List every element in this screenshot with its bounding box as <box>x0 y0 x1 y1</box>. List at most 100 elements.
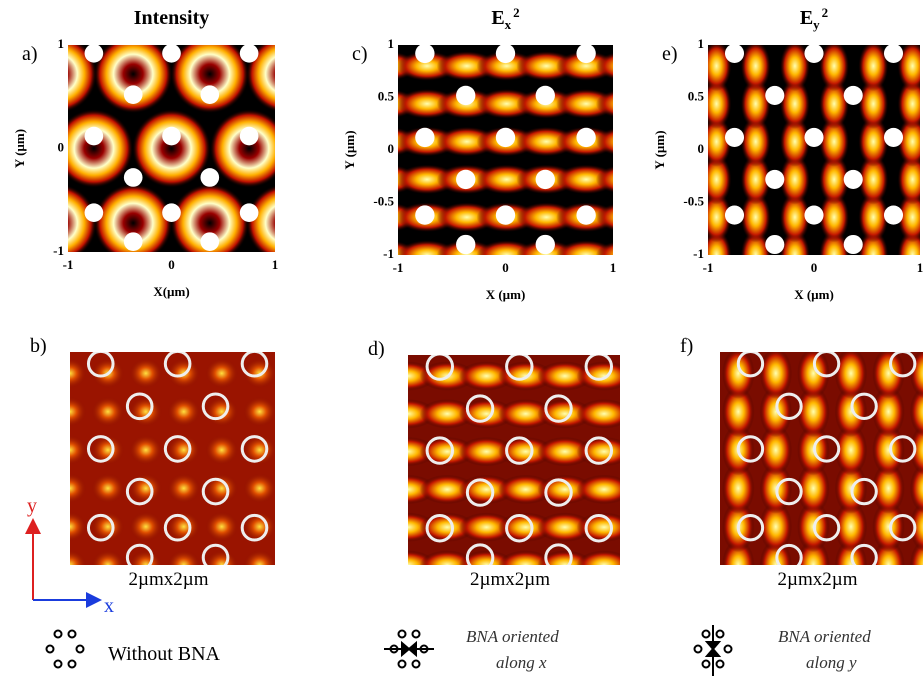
blob <box>92 550 125 580</box>
x-tick-label: 0 <box>502 260 509 275</box>
blob <box>92 473 125 503</box>
hole <box>765 170 784 189</box>
blob <box>205 473 238 503</box>
ring <box>246 184 325 263</box>
hole <box>884 128 903 147</box>
title-sup: 2 <box>822 5 829 20</box>
hole <box>804 206 823 225</box>
y-tick-label: 0.5 <box>378 88 395 103</box>
hole <box>162 44 181 63</box>
hole <box>536 235 555 254</box>
blob <box>596 51 656 80</box>
x-tick-label: 1 <box>610 260 617 275</box>
blob <box>129 397 162 427</box>
hole <box>725 44 744 63</box>
hole <box>844 235 863 254</box>
hole <box>725 128 744 147</box>
hole <box>496 44 515 63</box>
blob <box>596 127 656 156</box>
x-axis-label: X (µm) <box>486 287 526 302</box>
blob <box>741 41 771 91</box>
panel-label: e) <box>662 43 678 65</box>
hole <box>804 44 823 63</box>
y-tick-label: -1 <box>383 246 394 261</box>
blob <box>205 435 238 465</box>
hole <box>200 85 219 104</box>
hole <box>496 128 515 147</box>
hole <box>496 205 515 224</box>
legend-text: BNA oriented <box>466 627 559 646</box>
title-sup: 2 <box>513 5 520 20</box>
hole <box>725 206 744 225</box>
hole <box>456 86 475 105</box>
y-tick-label: 1 <box>388 36 395 51</box>
y-tick-label: 0 <box>58 139 65 154</box>
panel-label: c) <box>352 43 368 65</box>
ring <box>210 109 289 188</box>
hole <box>536 86 555 105</box>
hole <box>844 86 863 105</box>
heatmap <box>702 41 923 280</box>
legend-text: along x <box>496 653 547 672</box>
y-tick-label: 0.5 <box>688 88 705 103</box>
panel-label: a) <box>22 43 38 65</box>
blob <box>54 512 87 542</box>
hole <box>124 85 143 104</box>
ring <box>132 109 211 188</box>
hole <box>456 235 475 254</box>
blob <box>129 473 162 503</box>
hole <box>536 170 555 189</box>
blob <box>167 397 200 427</box>
heatmap <box>357 44 656 270</box>
title-base: E <box>491 7 504 29</box>
x-tick-label: 1 <box>917 260 923 275</box>
title-sub: y <box>813 17 820 32</box>
hole <box>85 127 104 146</box>
hole <box>124 168 143 187</box>
hole <box>124 232 143 251</box>
y-axis-label: Y (µm) <box>342 130 357 169</box>
blob <box>54 397 87 427</box>
icon-without <box>47 631 84 668</box>
blob <box>596 240 656 269</box>
ring <box>246 35 325 114</box>
hole <box>415 128 434 147</box>
x-key: x <box>104 595 114 617</box>
y-tick-label: 0 <box>698 141 705 156</box>
blob <box>835 348 867 399</box>
blob <box>205 358 238 388</box>
blob <box>596 165 656 194</box>
blob <box>819 41 849 91</box>
hole <box>765 235 784 254</box>
panel-title: Intensity <box>134 7 210 29</box>
icon-bna-y <box>695 625 732 676</box>
title-sub: x <box>505 17 512 32</box>
blob <box>92 397 125 427</box>
body: y x Without BNA BNA oriented along x BNA… <box>0 0 923 684</box>
hole <box>85 203 104 222</box>
icon-bna-x <box>384 631 434 668</box>
caption: 2µmx2µm <box>129 569 209 590</box>
blob <box>54 473 87 503</box>
caption: 2µmx2µm <box>470 569 550 590</box>
y-key: y <box>27 495 37 517</box>
blob <box>872 348 904 399</box>
panel-label: f) <box>680 335 693 357</box>
blob <box>722 348 754 399</box>
x-tick-label: -1 <box>393 260 404 275</box>
hole <box>200 232 219 251</box>
blob <box>596 89 656 118</box>
hole <box>240 203 259 222</box>
measured-map <box>380 354 631 580</box>
title-base: Intensity <box>134 7 210 29</box>
blob <box>205 397 238 427</box>
blob <box>54 550 87 580</box>
y-axis-label: Y (µm) <box>652 130 667 169</box>
y-tick-label: -1 <box>53 243 64 258</box>
panel-label: b) <box>30 335 47 357</box>
x-tick-label: 0 <box>811 260 818 275</box>
panel-label: d) <box>368 338 385 360</box>
blob <box>54 358 87 388</box>
hole <box>576 44 595 63</box>
blob <box>760 348 792 399</box>
